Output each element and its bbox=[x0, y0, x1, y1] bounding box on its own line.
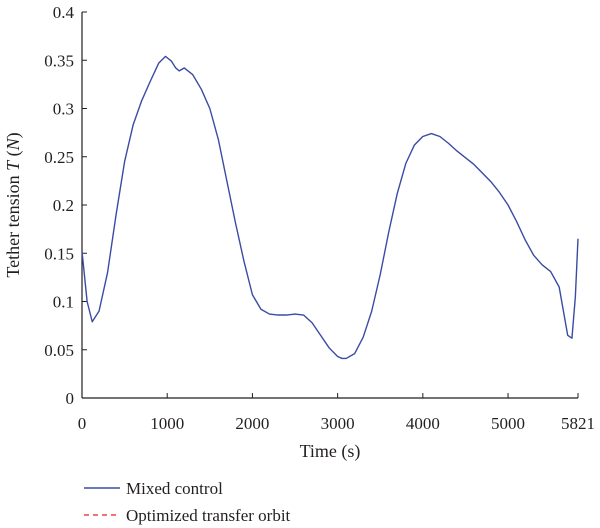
y-tick-label: 0 bbox=[66, 389, 75, 408]
x-tick-label: 5000 bbox=[491, 414, 525, 433]
y-tick-label: 0.2 bbox=[53, 196, 74, 215]
series-line-mixed-control bbox=[81, 55, 579, 360]
legend-label-mixed-control: Mixed control bbox=[126, 479, 223, 498]
y-tick-label: 0.05 bbox=[44, 341, 74, 360]
x-ticks: 0 1000 2000 3000 4000 5000 5821 bbox=[78, 393, 595, 433]
legend: Mixed control Optimized transfer orbit bbox=[84, 479, 291, 525]
x-tick-label: 3000 bbox=[321, 414, 355, 433]
y-axis-title-part: Tether tension bbox=[3, 171, 23, 278]
y-tick-label: 0.15 bbox=[44, 244, 74, 263]
x-tick-label: 5821 bbox=[561, 414, 595, 433]
x-tick-label: 1000 bbox=[150, 414, 184, 433]
x-tick-label: 4000 bbox=[406, 414, 440, 433]
y-ticks: 0 0.05 0.1 0.15 0.2 0.25 0.3 0.35 0.4 bbox=[44, 3, 87, 408]
x-tick-label: 0 bbox=[78, 414, 87, 433]
axes: 0 0.05 0.1 0.15 0.2 0.25 0.3 0.35 0.4 0 1000 2000 3… bbox=[44, 3, 595, 433]
legend-label-optimized-transfer-orbit: Optimized transfer orbit bbox=[126, 506, 291, 525]
y-tick-label: 0.4 bbox=[53, 3, 75, 22]
y-tick-label: 0.1 bbox=[53, 293, 74, 312]
y-axis-title-unit: N bbox=[3, 137, 23, 151]
y-tick-label: 0.25 bbox=[44, 148, 74, 167]
y-tick-label: 0.35 bbox=[44, 51, 74, 70]
x-tick-label: 2000 bbox=[235, 414, 269, 433]
y-axis-title-part: ( bbox=[3, 150, 24, 161]
y-tick-label: 0.3 bbox=[53, 100, 74, 119]
x-axis-title: Time (s) bbox=[300, 441, 361, 462]
plot-area bbox=[81, 55, 579, 360]
y-axis-title: Tether tension T (N) bbox=[3, 132, 24, 277]
y-axis-title-symbol: T bbox=[3, 159, 23, 171]
y-axis-title-part: ) bbox=[3, 132, 24, 138]
